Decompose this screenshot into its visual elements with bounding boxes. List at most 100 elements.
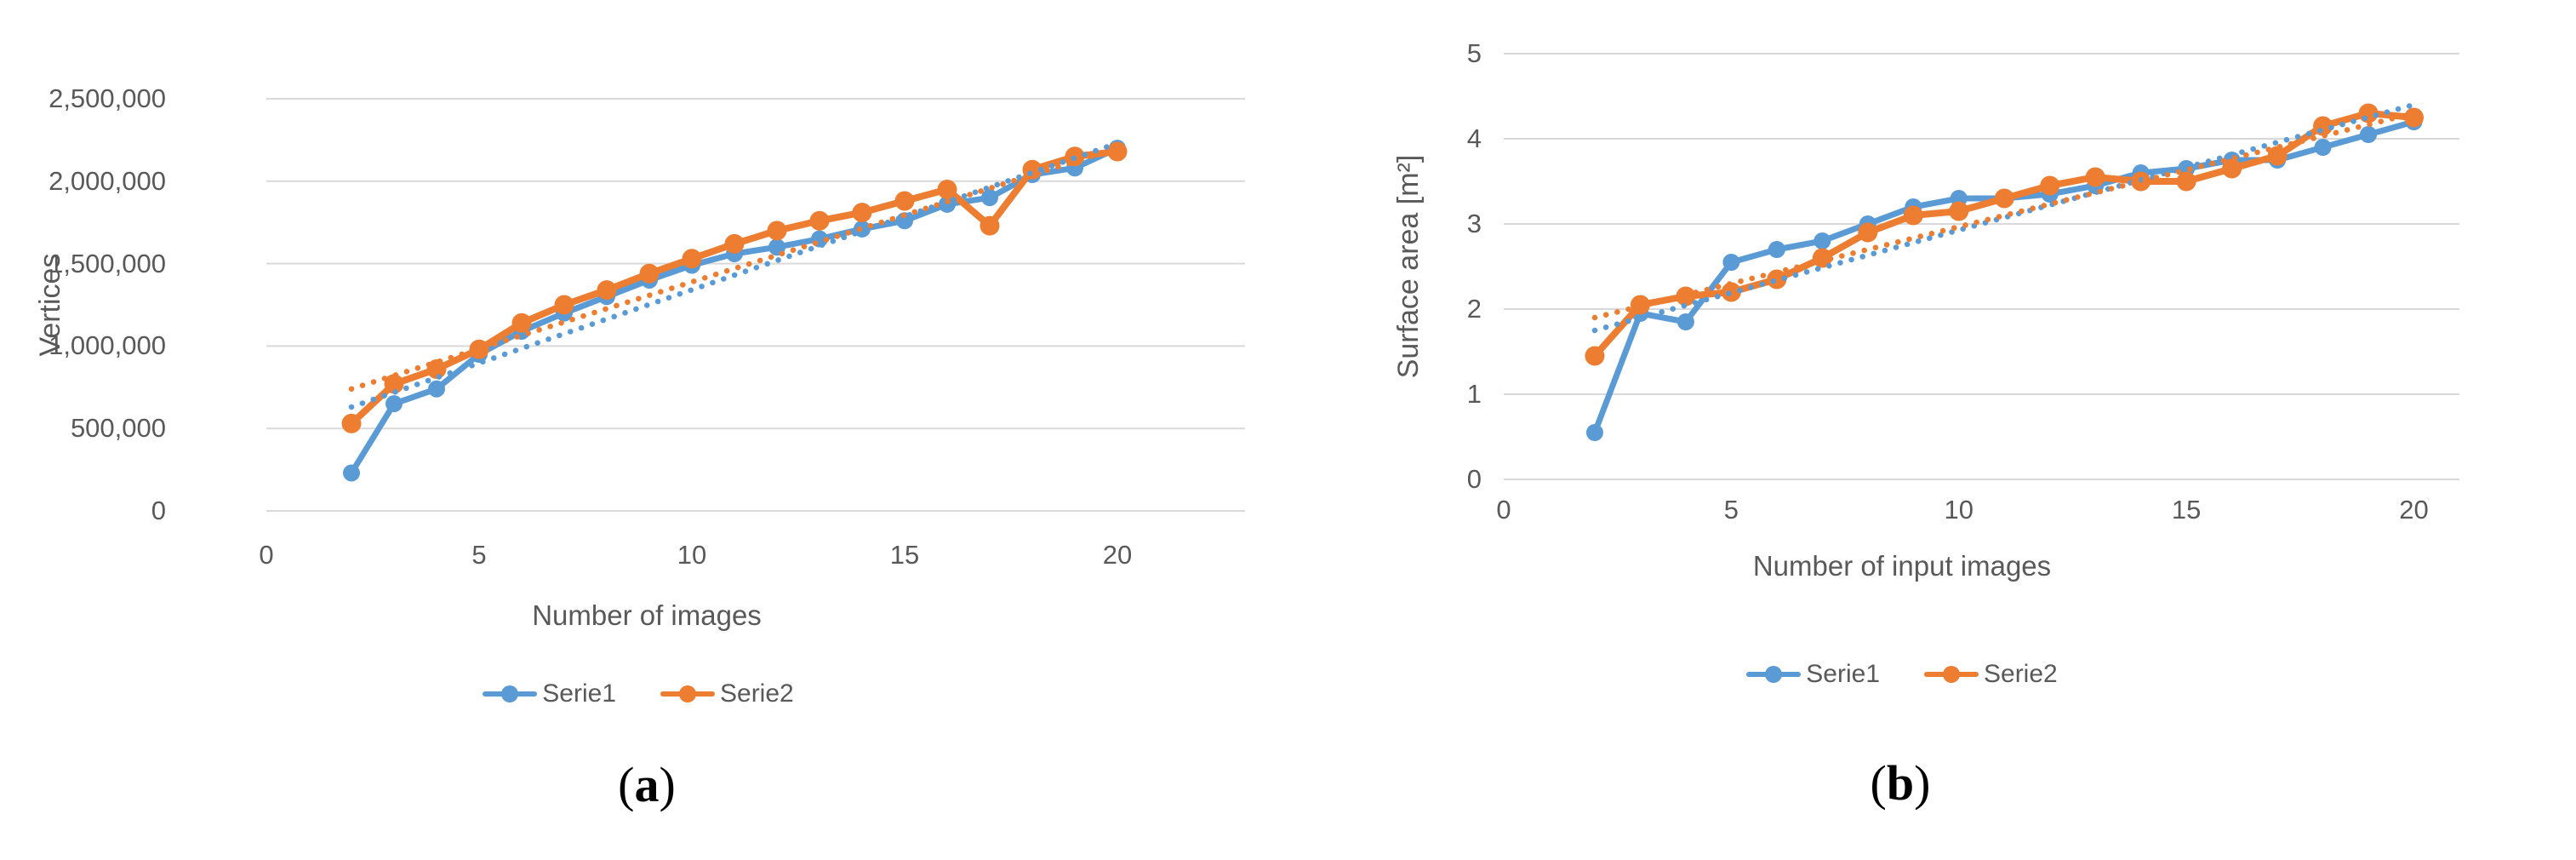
panel-caption-b: (b)	[1870, 755, 1931, 811]
data-point-serie1	[1585, 424, 1603, 441]
data-point-serie2	[1585, 346, 1605, 366]
x-tick-label: 0	[259, 540, 274, 570]
data-point-serie2	[384, 374, 404, 394]
trendline-serie2	[1591, 110, 2417, 321]
data-point-serie1	[1996, 190, 2013, 207]
data-point-serie2	[1022, 159, 1042, 180]
data-point-serie2	[1994, 188, 2014, 209]
legend-label-serie1: Serie1	[542, 679, 616, 708]
data-point-serie2	[894, 191, 915, 211]
data-point-serie2	[2313, 116, 2333, 136]
serie1-line-marker-icon	[483, 685, 538, 703]
y-tick-label: 0	[1466, 464, 1482, 494]
x-tick-label: 15	[2171, 495, 2202, 525]
data-point-serie2	[2085, 167, 2105, 187]
legend-item-serie2: Serie2	[660, 679, 794, 708]
data-point-serie1	[768, 238, 785, 256]
data-point-serie2	[426, 359, 447, 380]
data-point-serie2	[1949, 201, 1969, 221]
data-point-serie2	[1107, 141, 1128, 162]
y-tick-label: 1	[1466, 379, 1482, 409]
legend-item-serie1: Serie1	[483, 679, 616, 708]
y-tick-label: 3	[1466, 209, 1482, 238]
data-point-serie1	[1109, 140, 1126, 158]
series-line-serie1	[348, 145, 1121, 476]
serie2-line-marker-icon	[660, 685, 715, 703]
series-line-serie1	[1591, 118, 2418, 436]
data-point-serie1	[2178, 160, 2196, 177]
plot-area-a	[266, 98, 1245, 512]
y-axis-title-a: Vertices	[34, 253, 66, 357]
data-point-serie1	[556, 304, 573, 322]
data-point-serie2	[767, 221, 787, 241]
data-point-serie1	[1905, 198, 1922, 215]
data-point-serie1	[2041, 186, 2059, 203]
data-point-serie1	[726, 244, 743, 262]
data-point-serie2	[1065, 146, 1085, 167]
data-point-serie1	[513, 322, 530, 340]
data-point-serie2	[2404, 107, 2425, 128]
data-point-serie2	[2222, 158, 2242, 179]
x-tick-label: 10	[1944, 495, 1973, 525]
data-point-serie1	[683, 256, 700, 274]
x-tick-label: 10	[677, 540, 707, 570]
y-tick-label: 0	[151, 496, 166, 525]
x-tick-label: 15	[889, 540, 920, 570]
data-point-serie1	[896, 212, 913, 230]
data-point-serie1	[1768, 241, 1785, 258]
trendline-serie1	[348, 140, 1121, 410]
x-axis-title-a: Number of images	[532, 599, 762, 631]
data-point-serie2	[2131, 171, 2151, 192]
data-point-serie2	[1767, 269, 1787, 290]
data-point-serie1	[981, 189, 998, 207]
data-point-serie2	[2267, 146, 2288, 166]
data-point-serie1	[1066, 159, 1083, 177]
data-point-serie1	[2269, 152, 2287, 169]
legend-b: Serie1 Serie2	[1604, 660, 2200, 689]
data-point-serie2	[682, 249, 702, 269]
x-tick-label: 20	[1102, 540, 1133, 570]
serie1-line-marker-icon	[1746, 665, 1802, 684]
data-point-serie1	[1024, 166, 1041, 184]
legend-item-serie1: Serie1	[1746, 660, 1880, 689]
data-point-serie1	[1813, 232, 1831, 249]
trendline-serie1	[1591, 101, 2417, 334]
data-point-serie1	[598, 288, 615, 306]
data-point-serie2	[1858, 222, 1878, 243]
legend-label-serie1: Serie1	[1806, 660, 1880, 688]
data-point-serie2	[980, 215, 1000, 236]
data-point-serie2	[1903, 205, 1923, 226]
data-point-serie1	[2087, 177, 2105, 194]
data-point-serie2	[852, 203, 872, 223]
y-tick-label: 5	[1466, 38, 1482, 68]
x-tick-label: 5	[1723, 495, 1739, 525]
y-tick-label: 2,500,000	[49, 83, 166, 113]
data-point-serie2	[2040, 175, 2060, 196]
data-point-serie1	[343, 464, 360, 482]
data-point-serie2	[1721, 282, 1741, 302]
x-axis-title-b: Number of input images	[1752, 550, 2052, 582]
series-line-serie2	[348, 147, 1121, 427]
trendline-serie2	[348, 145, 1121, 392]
legend-a: Serie1 Serie2	[340, 679, 936, 708]
data-point-serie2	[1812, 248, 1832, 268]
data-point-serie1	[1676, 313, 1694, 330]
data-point-serie2	[554, 295, 574, 315]
y-tick-label: 2,000,000	[49, 165, 166, 196]
data-point-serie2	[1676, 286, 1696, 307]
data-point-serie2	[2358, 103, 2379, 123]
data-point-serie1	[1631, 305, 1649, 322]
data-point-serie1	[2405, 113, 2423, 130]
data-point-serie1	[2314, 139, 2332, 156]
data-point-serie1	[2132, 164, 2150, 181]
y-tick-label: 2	[1466, 294, 1482, 324]
data-point-serie2	[639, 263, 660, 284]
data-point-serie1	[2223, 152, 2241, 169]
data-point-serie1	[428, 380, 445, 398]
x-tick-label: 5	[471, 540, 487, 570]
x-tick-label: 20	[2399, 495, 2429, 525]
series-line-serie2	[1591, 110, 2418, 359]
data-point-serie1	[386, 395, 403, 413]
